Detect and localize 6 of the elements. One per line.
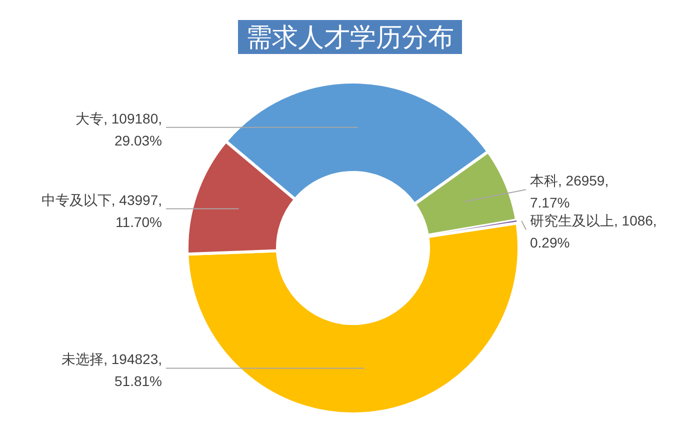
slice-label: 中专及以下, 43997, 11.70%	[41, 192, 162, 230]
chart-title: 需求人才学历分布	[246, 22, 454, 52]
slice-label: 本科, 26959, 7.17%	[530, 172, 609, 211]
slice-label: 大专, 109180, 29.03%	[76, 110, 162, 148]
title: 需求人才学历分布	[238, 20, 462, 54]
slice-label: 未选择, 194823, 51.81%	[62, 351, 162, 390]
